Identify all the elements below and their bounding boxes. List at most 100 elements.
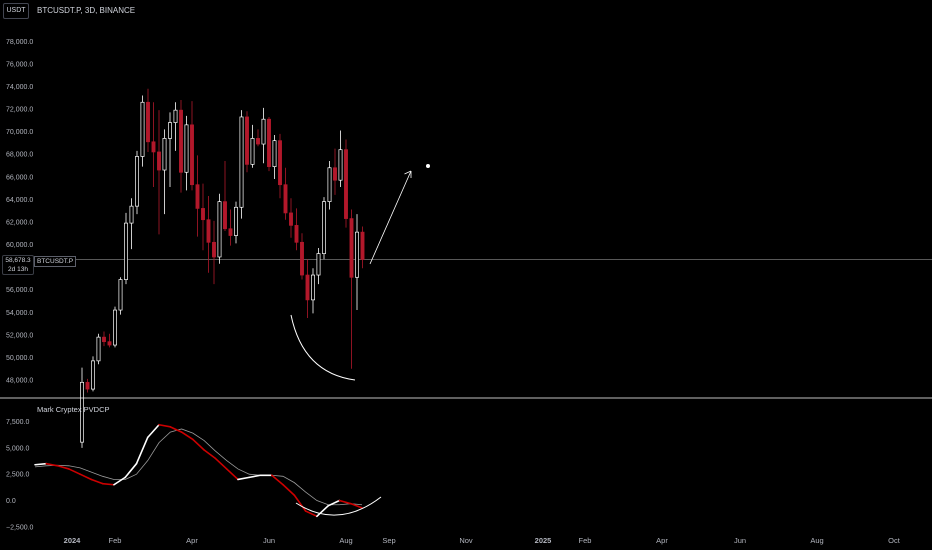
candle bbox=[157, 110, 161, 235]
candle-body bbox=[80, 381, 84, 443]
candle-body bbox=[228, 228, 233, 236]
candle bbox=[305, 259, 310, 318]
candle-body bbox=[278, 140, 282, 186]
drawing-tools bbox=[290, 164, 430, 381]
indicator-fast-segment bbox=[270, 474, 284, 486]
symbol-title: BTCUSDT.P, 3D, BINANCE bbox=[37, 6, 136, 15]
candle bbox=[151, 102, 156, 187]
candle bbox=[316, 247, 321, 285]
indicator-fast-segment bbox=[338, 499, 352, 505]
candle bbox=[338, 130, 343, 187]
indicator-curve-drawing bbox=[295, 496, 382, 516]
candle-body bbox=[294, 225, 299, 243]
candle bbox=[289, 198, 293, 238]
time-tick-label: Aug bbox=[810, 536, 823, 545]
price-tick-label: 68,000.0 bbox=[6, 152, 33, 159]
time-tick-label: Jun bbox=[734, 536, 746, 545]
candle-body bbox=[85, 381, 90, 390]
candle bbox=[107, 333, 112, 348]
candle-body bbox=[272, 140, 277, 167]
candle-body bbox=[344, 149, 348, 219]
indicator-title[interactable]: Mark Cryptex PVDCP bbox=[37, 405, 110, 414]
candle-body bbox=[140, 101, 145, 157]
last-price-tag: 58,678.3 2d 13h bbox=[2, 255, 34, 275]
candle-body bbox=[349, 218, 354, 278]
candle bbox=[217, 193, 222, 264]
indicator-fast-segment bbox=[203, 449, 217, 460]
time-tick-label: Apr bbox=[656, 536, 668, 545]
candle bbox=[168, 112, 172, 187]
currency-button[interactable]: USDT bbox=[3, 3, 29, 19]
candle-body bbox=[360, 231, 365, 260]
candle-body bbox=[245, 116, 249, 165]
indicator-tick-label: 7,500.0 bbox=[6, 419, 29, 426]
candle bbox=[124, 212, 128, 285]
candle-body bbox=[96, 336, 101, 362]
candle bbox=[140, 95, 145, 167]
candle bbox=[195, 155, 200, 237]
indicator-axis: 7,500.0 5,000.0 2,500.0 0.0 −2,500.0 bbox=[6, 419, 34, 531]
time-tick-label: Apr bbox=[186, 536, 198, 545]
candle bbox=[349, 209, 354, 369]
indicator-fast-segment bbox=[56, 464, 70, 470]
candle bbox=[283, 167, 288, 220]
indicator-fast-segment bbox=[158, 423, 172, 428]
indicator-fast-segment bbox=[214, 457, 228, 470]
candlestick-series bbox=[80, 88, 365, 448]
indicator-fast-segment bbox=[68, 468, 81, 476]
candle bbox=[272, 135, 277, 180]
candle-body bbox=[316, 253, 321, 276]
price-tick-label: 56,000.0 bbox=[6, 287, 33, 294]
price-tick-label: 76,000.0 bbox=[6, 61, 33, 68]
candle bbox=[311, 268, 315, 314]
indicator-fast-segment bbox=[90, 478, 104, 485]
candle-body bbox=[206, 219, 211, 243]
candle-body bbox=[223, 201, 227, 230]
candle-body bbox=[135, 156, 139, 207]
indicator-fast-segment bbox=[146, 423, 160, 439]
indicator-fast-segment bbox=[304, 510, 318, 518]
curve-drawing bbox=[290, 314, 356, 381]
indicator-fast-segment bbox=[293, 494, 307, 512]
time-tick-label: Feb bbox=[579, 536, 592, 545]
price-tick-label: 60,000.0 bbox=[6, 242, 33, 249]
candle bbox=[173, 102, 178, 151]
indicator-fast-segment bbox=[124, 462, 138, 479]
target-dot bbox=[426, 164, 430, 168]
price-tick-label: 66,000.0 bbox=[6, 174, 33, 181]
indicator-fast-segment bbox=[316, 504, 329, 518]
candle bbox=[201, 183, 205, 251]
candle bbox=[333, 148, 337, 195]
candle bbox=[360, 226, 365, 269]
symbol-tag: BTCUSDT.P bbox=[34, 256, 77, 267]
candle-body bbox=[256, 138, 260, 145]
candle bbox=[212, 220, 216, 285]
indicator-fast-segment bbox=[101, 482, 115, 486]
indicator-fast-segment bbox=[113, 476, 127, 486]
candle-body bbox=[168, 122, 172, 139]
indicator-fast-segment bbox=[169, 426, 183, 433]
indicator-fast-segment bbox=[282, 483, 296, 497]
candle bbox=[250, 124, 255, 168]
time-tick-label: Aug bbox=[339, 536, 352, 545]
indicator-fast-segment bbox=[349, 502, 363, 509]
candle bbox=[91, 356, 95, 392]
candle-body bbox=[179, 109, 183, 173]
candle-body bbox=[190, 124, 194, 186]
time-tick-label: Nov bbox=[459, 536, 473, 545]
candle bbox=[344, 139, 348, 228]
candle bbox=[294, 208, 299, 251]
candle bbox=[261, 107, 266, 164]
candle bbox=[267, 116, 271, 172]
indicator-tick-label: 5,000.0 bbox=[6, 445, 29, 452]
candle-body bbox=[107, 341, 112, 346]
candle-body bbox=[162, 138, 167, 171]
indicator-fast-segment bbox=[180, 431, 194, 441]
time-tick-label: 2024 bbox=[64, 536, 82, 545]
candle-body bbox=[124, 222, 128, 280]
price-tick-label: 48,000.0 bbox=[6, 378, 33, 385]
candle-body bbox=[157, 151, 161, 171]
indicator-fast-segment bbox=[135, 436, 149, 465]
price-axis: 78,000.0 76,000.0 74,000.0 72,000.0 70,000.0… bbox=[6, 39, 33, 385]
